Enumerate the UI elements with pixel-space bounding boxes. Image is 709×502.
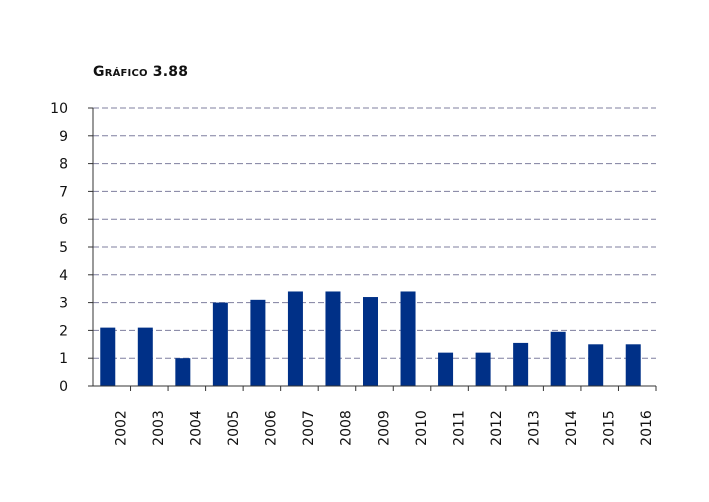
x-tick-label-2015: 2015 — [601, 410, 617, 446]
y-tick-label-9: 9 — [59, 129, 68, 145]
x-tick-label-2013: 2013 — [526, 410, 542, 446]
y-tick-label-6: 6 — [59, 212, 68, 228]
bar-2004 — [175, 358, 191, 386]
bar-2015 — [588, 344, 604, 386]
bar-2011 — [438, 352, 454, 386]
bar-2002 — [100, 327, 116, 386]
x-tick-label-2006: 2006 — [264, 410, 280, 446]
bar-2013 — [513, 342, 529, 386]
bar-2006 — [250, 299, 266, 386]
bar-2009 — [363, 297, 378, 386]
x-tick-label-2009: 2009 — [376, 410, 392, 446]
x-axis-ticks: 2002 2003 2004 2005 2006 2007 2008 2009 2010 2011… — [114, 386, 657, 446]
bar-2008 — [325, 291, 341, 386]
y-axis-ticks: 0 1 2 3 4 5 6 7 8 9 10 — [50, 101, 93, 395]
bar-2005 — [212, 302, 228, 386]
bar-2007 — [287, 291, 303, 386]
y-tick-label-1: 1 — [59, 351, 68, 367]
x-tick-label-2011: 2011 — [451, 410, 467, 446]
axes — [92, 108, 656, 387]
x-tick-label-2008: 2008 — [339, 410, 355, 446]
bar-2014 — [550, 331, 566, 386]
y-tick-label-5: 5 — [59, 240, 68, 256]
y-tick-label-3: 3 — [59, 296, 68, 312]
x-tick-label-2005: 2005 — [226, 410, 242, 446]
x-tick-label-2010: 2010 — [414, 410, 430, 446]
x-tick-label-2004: 2004 — [189, 410, 205, 446]
bar-2016 — [625, 344, 641, 386]
x-tick-label-2007: 2007 — [301, 410, 317, 446]
y-tick-label-10: 10 — [50, 101, 68, 117]
y-tick-label-8: 8 — [59, 157, 68, 173]
y-tick-label-0: 0 — [59, 379, 68, 395]
x-tick-label-2002: 2002 — [114, 410, 130, 446]
bar-2003 — [137, 327, 153, 386]
bars — [100, 291, 641, 386]
bar-2010 — [400, 291, 416, 386]
x-tick-label-2003: 2003 — [151, 410, 167, 446]
x-tick-label-2014: 2014 — [564, 410, 580, 446]
y-tick-label-4: 4 — [59, 268, 68, 284]
chart-title: Gráfico 3.88 — [93, 64, 189, 80]
x-tick-label-2012: 2012 — [489, 410, 505, 446]
y-tick-label-7: 7 — [59, 184, 68, 200]
y-tick-label-2: 2 — [59, 323, 68, 339]
x-tick-label-2016: 2016 — [639, 410, 655, 446]
bar-2012 — [475, 352, 491, 386]
